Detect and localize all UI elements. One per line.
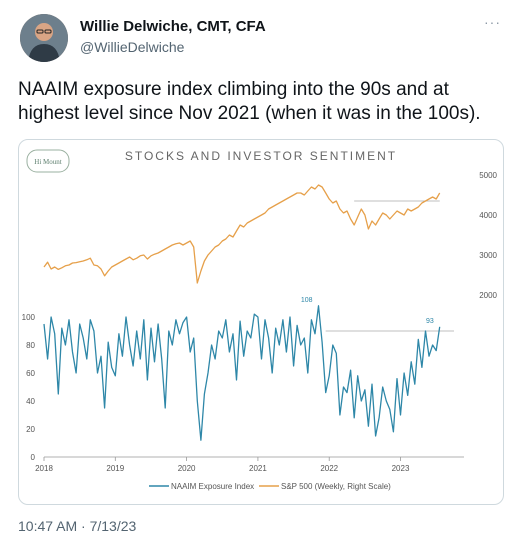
x-tick-label: 2019 <box>106 464 124 473</box>
left-tick-label: 60 <box>26 369 35 378</box>
left-tick-label: 40 <box>26 397 35 406</box>
left-tick-label: 0 <box>31 453 36 462</box>
chart: Hi Mount STOCKS AND INVESTOR SENTIMENT 2… <box>22 149 498 491</box>
left-tick-label: 80 <box>26 341 35 350</box>
x-tick-label: 2023 <box>392 464 410 473</box>
legend-naaim-label: NAAIM Exposure Index <box>171 482 254 491</box>
right-tick-label: 5000 <box>479 171 497 180</box>
right-tick-label: 2000 <box>479 291 497 300</box>
author-name[interactable]: Willie Delwiche, CMT, CFA <box>80 18 266 35</box>
naaim-line <box>43 305 441 441</box>
tweet-timestamp[interactable]: 10:47 AM · 7/13/23 <box>18 518 137 534</box>
legend-sp500-label: S&P 500 (Weekly, Right Scale) <box>281 482 391 491</box>
annotation-label: 93 <box>426 318 434 325</box>
chart-title: STOCKS AND INVESTOR SENTIMENT <box>125 149 397 163</box>
logo: Hi Mount <box>26 149 70 173</box>
author-handle[interactable]: @WillieDelwiche <box>80 39 185 55</box>
logo-text: Hi Mount <box>34 158 61 166</box>
author-avatar[interactable] <box>20 14 68 62</box>
left-tick-label: 20 <box>26 425 35 434</box>
annotation-label: 108 <box>301 297 313 304</box>
tweet-text: NAAIM exposure index climbing into the 9… <box>18 79 481 124</box>
more-icon[interactable]: ··· <box>484 14 501 30</box>
x-tick-label: 2018 <box>35 464 53 473</box>
x-tick-label: 2021 <box>249 464 267 473</box>
sp500-line <box>43 184 441 284</box>
avatar-image <box>20 14 68 62</box>
right-tick-label: 3000 <box>479 251 497 260</box>
x-tick-label: 2020 <box>178 464 196 473</box>
x-tick-label: 2022 <box>320 464 338 473</box>
left-tick-label: 100 <box>22 313 36 322</box>
right-tick-label: 4000 <box>479 211 497 220</box>
author-info: Willie Delwiche, CMT, CFA @WillieDelwich… <box>80 18 266 55</box>
chart-legend: NAAIM Exposure Index S&P 500 (Weekly, Ri… <box>149 482 391 491</box>
tweet-image[interactable]: Hi Mount STOCKS AND INVESTOR SENTIMENT 2… <box>18 139 504 505</box>
